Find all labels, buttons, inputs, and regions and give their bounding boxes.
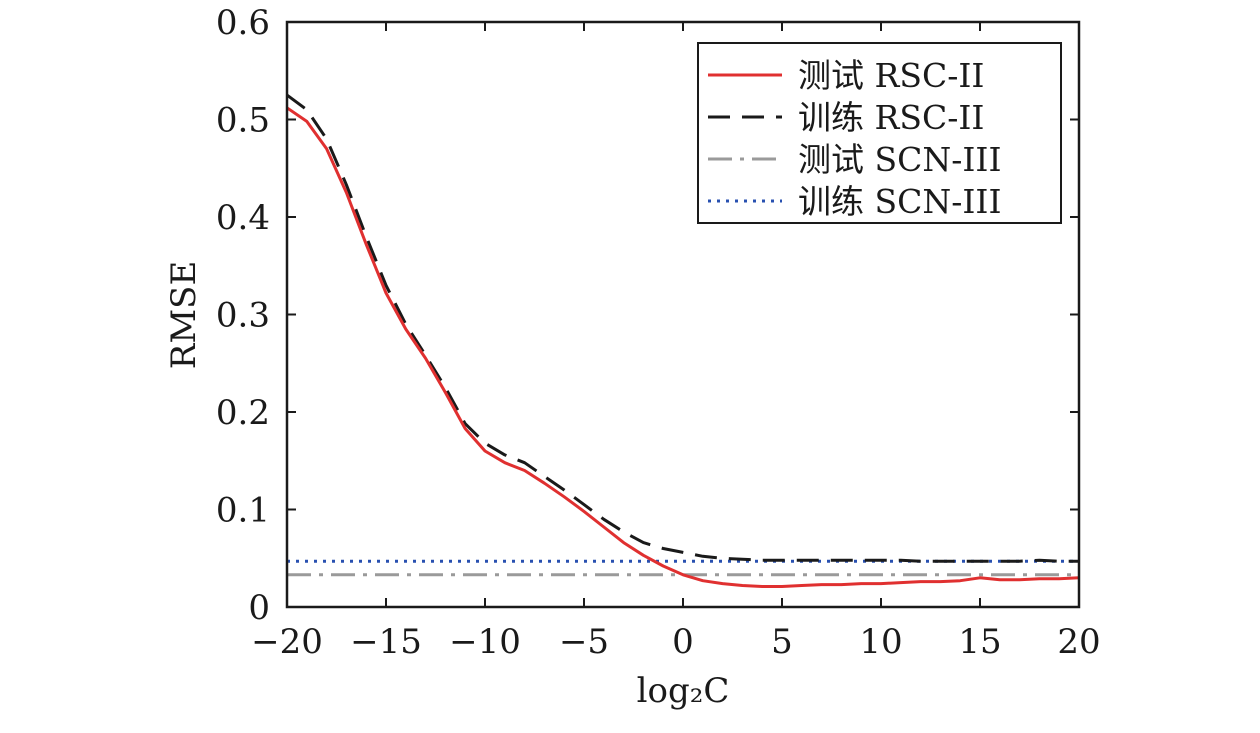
x-tick-labels: −20 −15 −10 −5 0 5 10 15 20: [251, 622, 1101, 662]
series-line-1: [286, 106, 1080, 588]
y-tick-label: 0.4: [216, 198, 270, 238]
y-tick-label: 0.2: [216, 393, 270, 433]
y-tick-label: 0.3: [216, 296, 270, 336]
x-tick-label: 15: [958, 622, 1001, 662]
series-line-2: [286, 93, 1079, 563]
legend-label-2: 训练 RSC-II: [798, 98, 984, 137]
x-tick-label: −15: [350, 622, 422, 662]
legend-label-1: 测试 RSC-II: [798, 56, 984, 95]
y-tick-label: 0.6: [216, 3, 270, 43]
y-tick-label: 0.1: [216, 491, 270, 531]
plot-lines: [286, 93, 1080, 588]
x-tick-label: 10: [859, 622, 902, 662]
legend-box: [697, 42, 1062, 224]
legend-label-3: 测试 SCN-III: [798, 140, 1001, 179]
x-tick-label: −5: [559, 622, 609, 662]
axis-ticks: [286, 21, 1080, 608]
x-tick-label: −10: [449, 622, 521, 662]
y-tick-label: 0: [248, 588, 270, 628]
y-axis-label: RMSE: [164, 261, 204, 370]
x-tick-label: 0: [672, 622, 694, 662]
y-tick-label: 0.5: [216, 101, 270, 141]
x-tick-label: −20: [251, 622, 323, 662]
y-tick-labels: 0 0.1 0.2 0.3 0.4 0.5 0.6: [216, 3, 270, 628]
x-tick-label: 20: [1057, 622, 1100, 662]
legend-label-4: 训练 SCN-III: [798, 182, 1001, 221]
x-tick-label: 5: [771, 622, 793, 662]
x-axis-label: log₂C: [637, 671, 730, 711]
